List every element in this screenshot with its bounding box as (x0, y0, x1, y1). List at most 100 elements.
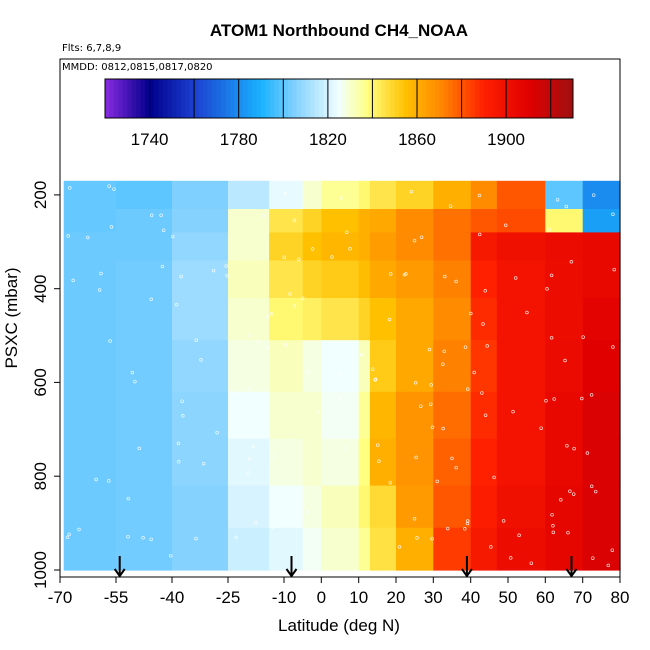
sample-marker (229, 390, 234, 395)
sample-marker (539, 426, 543, 430)
colorbar-frame (104, 78, 574, 119)
colorbar-swatch (497, 79, 503, 118)
heatmap-cell (582, 232, 621, 262)
sample-marker (373, 377, 378, 381)
colorbar-swatch (287, 79, 293, 118)
sample-marker (283, 192, 288, 196)
colorbar-swatch (243, 79, 249, 118)
sample-marker (180, 399, 184, 403)
heatmap-cell (545, 298, 584, 341)
heatmap-cell (396, 232, 434, 262)
colorbar-swatch (323, 79, 329, 118)
sample-marker (161, 228, 166, 232)
sample-marker (149, 297, 153, 302)
heatmap-cell (496, 438, 546, 487)
heatmap-cell (321, 340, 360, 393)
heatmap-cell (369, 485, 397, 529)
heatmap-cell (172, 438, 229, 487)
sample-marker (159, 213, 163, 218)
heatmap-cell (582, 260, 621, 299)
sample-marker (611, 345, 615, 349)
colorbar: 1740 1780 1820 1860 1900 (104, 78, 574, 149)
heatmap-cell (302, 209, 322, 233)
heatmap-cell (116, 391, 173, 440)
colorbar-tick-label: 1740 (131, 130, 169, 149)
y-tick-label: 800 (31, 462, 50, 490)
sample-marker (133, 379, 137, 384)
sample-marker (549, 335, 554, 340)
heatmap-cell (545, 391, 584, 440)
heatmap-cell (433, 209, 472, 233)
colorbar-swatch (403, 79, 409, 118)
sample-marker (419, 404, 423, 408)
heatmap-cell (116, 527, 173, 571)
heatmap-cell (496, 391, 546, 440)
sample-marker (342, 447, 347, 451)
heatmap-cell (63, 298, 117, 341)
colorbar-swatch (216, 79, 222, 118)
colorbar-swatch (394, 79, 400, 118)
colorbar-swatch (457, 79, 462, 118)
sample-marker (480, 391, 484, 395)
sample-marker (559, 497, 563, 502)
sample-marker (419, 235, 424, 239)
colorbar-swatch (434, 79, 440, 118)
sample-marker (550, 512, 554, 517)
heatmap-cell (396, 209, 434, 233)
heatmap-cell (369, 298, 397, 341)
colorbar-swatch (483, 79, 489, 118)
heatmap-cell (302, 260, 322, 299)
sample-marker (593, 489, 598, 494)
colorbar-swatch (238, 79, 244, 118)
heatmap-cell (269, 340, 304, 393)
heatmap-cell (321, 260, 360, 299)
heatmap-cell (470, 438, 498, 487)
colorbar-swatch (568, 79, 574, 118)
sample-marker (201, 461, 206, 466)
sample-marker (429, 383, 433, 387)
sample-marker (71, 278, 75, 283)
sample-marker (547, 228, 551, 232)
sample-marker (306, 369, 310, 374)
sample-marker (251, 444, 255, 449)
sample-marker (430, 425, 435, 430)
sample-marker (99, 271, 103, 276)
x-axis: -70 -55 -40 -25 -10 0 10 20 30 40 50 60 70 80 (48, 577, 630, 607)
heatmap-cell (545, 180, 584, 210)
colorbar-tick-label: 1780 (220, 130, 258, 149)
colorbar-swatch (564, 79, 569, 118)
heatmap-cell (116, 340, 173, 393)
heatmap-cell (369, 209, 397, 233)
sample-marker (297, 257, 301, 261)
heatmap-cell (172, 209, 229, 233)
heatmap-cell (369, 340, 397, 393)
x-tick-label: -10 (272, 588, 297, 607)
sample-marker (414, 455, 418, 460)
colorbar-swatch (537, 79, 543, 118)
sample-marker (591, 556, 595, 560)
sample-marker (441, 426, 445, 431)
heatmap-cell (302, 485, 322, 529)
colorbar-swatch (314, 79, 320, 118)
heatmap-cell (116, 438, 173, 487)
x-tick-label: 0 (317, 588, 326, 607)
heatmap-cell (302, 340, 322, 393)
sample-marker (179, 274, 183, 279)
x-tick-label: 80 (611, 588, 630, 607)
sample-marker (108, 339, 112, 343)
sample-marker (65, 535, 70, 540)
sample-marker (211, 268, 216, 273)
heatmap-cell (116, 485, 173, 529)
sample-marker (477, 232, 482, 237)
heatmap-cell (63, 340, 117, 393)
sample-marker (149, 213, 154, 218)
heatmap-cell (172, 485, 229, 529)
sample-marker (555, 197, 560, 202)
sample-marker (551, 524, 555, 528)
colorbar-swatch (305, 79, 311, 118)
sample-marker (552, 397, 556, 401)
colorbar-swatch (523, 79, 529, 118)
sample-marker (377, 459, 381, 464)
sample-marker (571, 492, 576, 496)
